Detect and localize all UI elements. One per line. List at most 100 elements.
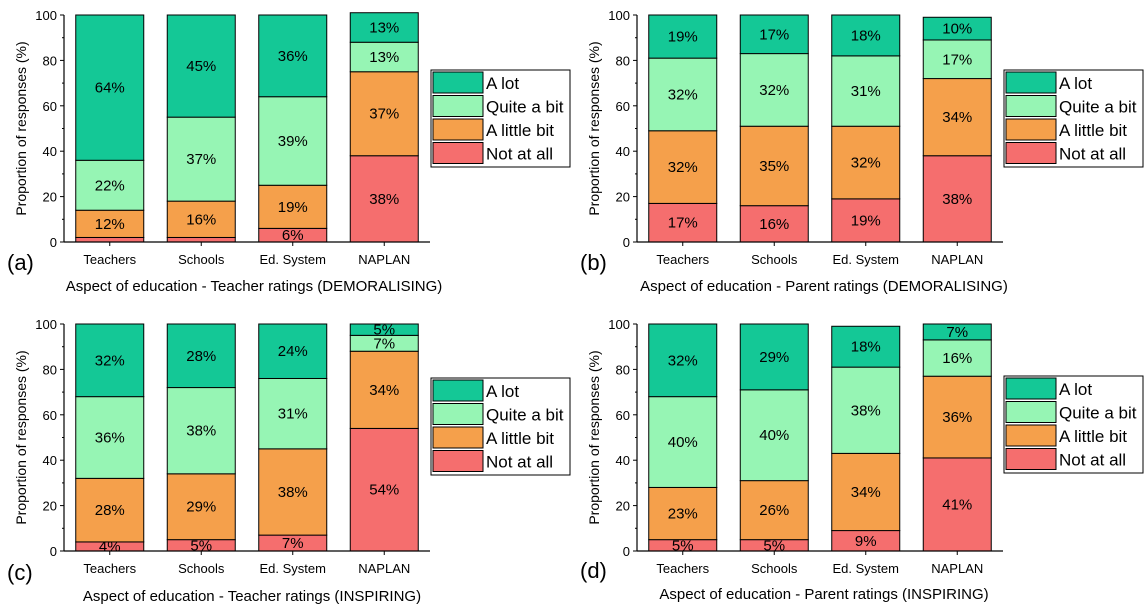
data-label: 12%	[95, 216, 125, 233]
data-label: 32%	[668, 159, 698, 176]
bar-segment	[166, 200, 236, 238]
legend-swatch	[432, 142, 484, 164]
legend-swatch	[1005, 424, 1057, 447]
data-label: 19%	[851, 212, 881, 229]
data-label: 45%	[186, 58, 216, 75]
legend-swatch	[432, 95, 484, 117]
bar-segment	[922, 375, 992, 459]
panel-label: (c)	[7, 560, 33, 585]
data-label: 31%	[278, 406, 308, 423]
x-tick-label: NAPLAN	[931, 252, 983, 267]
data-label: 19%	[668, 29, 698, 46]
data-label: 5%	[763, 537, 785, 554]
x-tick-label: NAPLAN	[931, 561, 983, 576]
y-tick-label: 40	[616, 453, 630, 468]
legend-entry: Not at all	[486, 145, 553, 164]
data-label: 36%	[278, 48, 308, 65]
legend-entry: A little bit	[486, 121, 554, 140]
bar-segment	[648, 323, 718, 398]
x-tick-label: NAPLAN	[358, 561, 410, 576]
bar-segment	[75, 323, 145, 398]
legend-entry: Quite a bit	[1059, 98, 1137, 117]
legend: A lot Quite a bit A little bit Not at all	[430, 69, 571, 168]
y-tick-label: 100	[608, 317, 630, 332]
x-tick-label: Ed. System	[260, 561, 326, 576]
bar-segment	[831, 14, 901, 57]
y-tick-label: 60	[616, 408, 630, 423]
data-label: 5%	[672, 537, 694, 554]
data-label: 38%	[942, 191, 972, 208]
data-label: 5%	[190, 537, 212, 554]
bar-segment	[831, 366, 901, 454]
bar-segment	[75, 209, 145, 238]
x-tick-label: Schools	[751, 252, 798, 267]
data-label: 36%	[942, 409, 972, 426]
y-tick-label: 80	[616, 362, 630, 377]
x-tick-label: Ed. System	[833, 252, 899, 267]
bar-segment	[75, 236, 145, 243]
bar-segment	[922, 39, 992, 80]
data-label: 16%	[186, 211, 216, 228]
x-tick-label: Ed. System	[260, 252, 326, 267]
legend-swatch	[432, 426, 484, 449]
legend-swatch	[1005, 448, 1057, 470]
data-label: 38%	[851, 402, 881, 419]
y-tick-label: 100	[35, 8, 57, 23]
y-tick-label: 80	[616, 53, 630, 68]
bar-segment	[922, 155, 992, 243]
bar-segment	[739, 389, 809, 482]
legend-entry: Not at all	[1059, 145, 1126, 164]
bar-segment	[166, 323, 236, 389]
bar-segment	[349, 71, 419, 157]
y-tick-label: 20	[616, 499, 630, 514]
y-axis-label: Proportion of responses (%)	[586, 41, 602, 215]
x-tick-label: Teachers	[83, 252, 136, 267]
bar-segment	[922, 323, 992, 341]
y-tick-label: 60	[43, 99, 57, 114]
legend-entry: Quite a bit	[1059, 404, 1137, 423]
y-axis-label: Proportion of responses (%)	[13, 41, 29, 215]
chart-panel-2: 17% 32% 32% 19% Teachers 16% 35% 32% 17% Schools 1…	[580, 8, 1144, 295]
bar-segment	[648, 130, 718, 204]
data-label: 38%	[369, 191, 399, 208]
y-tick-label: 40	[43, 453, 57, 468]
x-axis-label: Aspect of education - Teacher ratings (D…	[66, 278, 443, 295]
data-label: 28%	[186, 348, 216, 365]
data-label: 13%	[369, 49, 399, 66]
bar-segment	[739, 53, 809, 127]
data-label: 22%	[95, 177, 125, 194]
data-label: 37%	[186, 151, 216, 168]
data-label: 39%	[278, 133, 308, 150]
bar-segment	[831, 325, 901, 368]
x-tick-label: Ed. System	[833, 561, 899, 576]
data-label: 34%	[369, 382, 399, 399]
data-label: 7%	[946, 324, 968, 341]
data-label: 18%	[851, 27, 881, 44]
y-tick-label: 40	[616, 144, 630, 159]
legend-entry: A lot	[486, 74, 519, 93]
legend-swatch	[1005, 377, 1057, 400]
data-label: 17%	[942, 51, 972, 68]
data-label: 16%	[759, 216, 789, 233]
data-label: 7%	[373, 335, 395, 352]
panel-label: (b)	[580, 250, 607, 275]
legend-swatch	[1005, 118, 1057, 141]
data-label: 10%	[942, 21, 972, 38]
data-label: 38%	[278, 484, 308, 501]
bar-segment	[75, 396, 145, 479]
bar-segment	[739, 14, 809, 55]
y-tick-label: 0	[623, 544, 630, 559]
data-label: 29%	[759, 349, 789, 366]
legend-swatch	[1005, 71, 1057, 94]
legend: A lot Quite a bit A little bit Not at all	[1003, 69, 1144, 168]
legend-swatch	[432, 118, 484, 141]
x-tick-label: Teachers	[83, 561, 136, 576]
legend-entry: Quite a bit	[486, 406, 564, 425]
bar-segment	[349, 350, 419, 429]
data-label: 32%	[95, 352, 125, 369]
bar-segment	[831, 452, 901, 532]
data-label: 64%	[95, 80, 125, 97]
bar-segment	[349, 12, 419, 43]
bar-segment	[739, 480, 809, 541]
